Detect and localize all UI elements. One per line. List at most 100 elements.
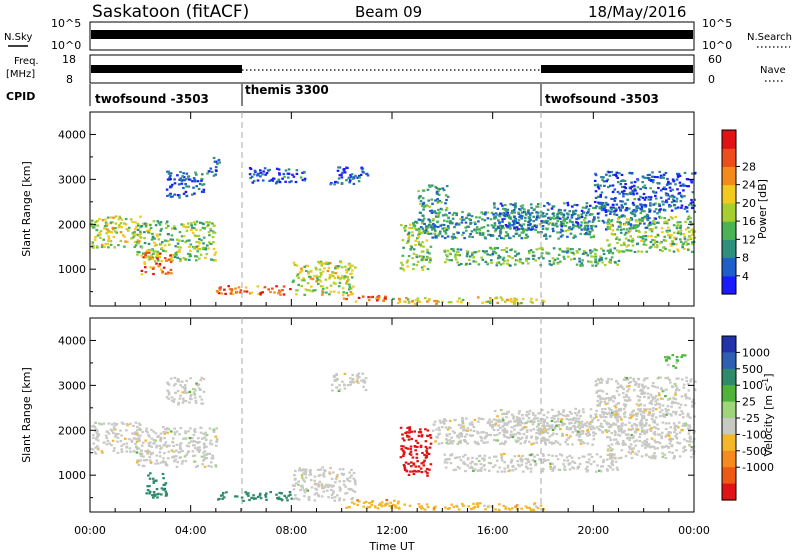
- echo-cell: [110, 423, 114, 426]
- echo-cell: [469, 507, 473, 510]
- colorbar-swatch: [722, 418, 736, 435]
- echo-cell: [614, 431, 617, 434]
- echo-cell: [546, 202, 549, 205]
- echo-cell: [466, 464, 469, 467]
- echo-cell: [149, 223, 152, 227]
- echo-cell: [609, 438, 612, 442]
- echo-cell: [604, 416, 608, 419]
- echo-cell: [112, 428, 116, 431]
- echo-cell: [668, 195, 672, 198]
- echo-cell: [212, 259, 216, 262]
- echo-cell: [128, 438, 131, 441]
- echo-cell: [668, 236, 672, 239]
- echo-cell: [137, 437, 141, 440]
- echo-cell: [95, 431, 99, 434]
- echo-cell: [462, 455, 465, 458]
- echo-cell: [332, 484, 335, 487]
- echo-cell: [263, 286, 267, 289]
- echo-cell: [183, 455, 187, 458]
- echo-cell: [687, 383, 690, 386]
- velocity-ylabel: Slant Range [km]: [20, 367, 33, 463]
- echo-cell: [614, 197, 617, 200]
- nsky-trace: [91, 30, 693, 39]
- echo-cell: [619, 223, 623, 226]
- echo-cell: [205, 221, 208, 224]
- echo-cell: [120, 448, 123, 451]
- echo-cell: [318, 275, 322, 278]
- echo-cell: [580, 221, 583, 224]
- echo-cell: [199, 388, 202, 392]
- echo-cell: [150, 428, 153, 432]
- echo-cell: [298, 271, 302, 274]
- echo-cell: [409, 445, 413, 448]
- echo-cell: [601, 390, 605, 393]
- echo-cell: [519, 438, 522, 441]
- echo-cell: [146, 431, 149, 434]
- echo-cell: [556, 262, 560, 265]
- echo-cell: [444, 426, 448, 429]
- echo-cell: [640, 203, 643, 206]
- echo-cell: [433, 299, 436, 303]
- echo-cell: [341, 171, 344, 174]
- echo-cell: [285, 496, 288, 499]
- echo-cell: [557, 410, 560, 413]
- echo-cell: [152, 252, 155, 255]
- echo-cell: [644, 205, 647, 208]
- echo-cell: [167, 258, 171, 261]
- echo-cell: [319, 280, 323, 283]
- echo-cell: [303, 265, 306, 268]
- echo-cell: [615, 203, 619, 206]
- echo-cell: [521, 262, 524, 265]
- echo-cell: [167, 397, 171, 400]
- echo-cell: [336, 267, 339, 270]
- echo-cell: [683, 237, 687, 240]
- echo-cell: [530, 297, 533, 300]
- echo-cell: [571, 443, 574, 446]
- echo-cell: [625, 207, 628, 210]
- echo-cell: [618, 238, 621, 241]
- echo-cell: [192, 221, 196, 224]
- echo-cell: [485, 250, 488, 253]
- echo-cell: [509, 216, 512, 219]
- echo-cell: [523, 441, 526, 444]
- echo-cell: [689, 217, 693, 220]
- echo-cell: [585, 421, 589, 424]
- echo-cell: [338, 281, 342, 284]
- echo-cell: [667, 434, 671, 437]
- echo-cell: [553, 417, 556, 420]
- echo-cell: [693, 430, 696, 433]
- echo-cell: [506, 208, 510, 211]
- echo-cell: [669, 437, 672, 440]
- echo-cell: [436, 201, 440, 204]
- echo-cell: [643, 424, 646, 427]
- echo-cell: [407, 435, 411, 438]
- echo-cell: [585, 470, 589, 473]
- echo-cell: [641, 385, 644, 388]
- echo-cell: [149, 266, 152, 269]
- echo-cell: [620, 173, 624, 176]
- echo-cell: [195, 228, 198, 231]
- echo-cell: [195, 465, 198, 468]
- echo-cell: [346, 166, 349, 170]
- echo-cell: [268, 168, 271, 171]
- echo-cell: [621, 205, 624, 209]
- echo-cell: [518, 419, 521, 422]
- echo-cell: [158, 451, 162, 454]
- echo-cell: [445, 458, 448, 461]
- echo-cell: [529, 249, 533, 252]
- echo-cell: [489, 424, 492, 427]
- echo-cell: [177, 378, 180, 381]
- echo-cell: [490, 420, 493, 423]
- echo-cell: [443, 250, 447, 253]
- echo-cell: [152, 438, 156, 442]
- echo-cell: [635, 453, 639, 456]
- echo-cell: [448, 439, 452, 442]
- echo-cell: [635, 220, 638, 223]
- echo-cell: [605, 228, 608, 231]
- echo-cell: [419, 200, 423, 203]
- echo-cell: [166, 178, 170, 181]
- echo-cell: [135, 448, 139, 451]
- echo-cell: [348, 283, 351, 286]
- echo-cell: [608, 226, 612, 229]
